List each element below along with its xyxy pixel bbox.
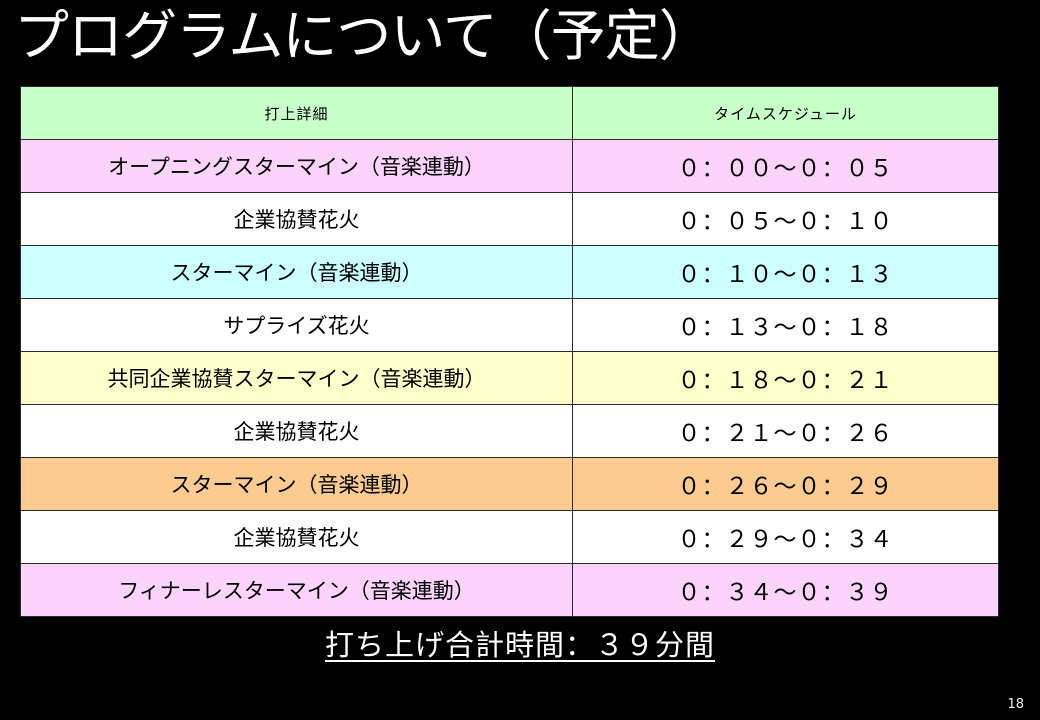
table-header: 打上詳細 タイムスケジュール <box>20 86 999 140</box>
cell-time: ０：２６～０：２９ <box>572 457 999 511</box>
table-row: スターマイン（音楽連動） ０：２６～０：２９ <box>20 457 999 511</box>
cell-detail: 企業協賛花火 <box>20 510 573 564</box>
table-row: 企業協賛花火 ０：２１～０：２６ <box>20 404 999 458</box>
column-header-detail: 打上詳細 <box>20 86 573 140</box>
cell-detail: 企業協賛花火 <box>20 404 573 458</box>
cell-detail: オープニングスターマイン（音楽連動） <box>20 139 573 193</box>
table-row: 企業協賛花火 ０：０５～０：１０ <box>20 192 999 246</box>
table-row: サプライズ花火 ０：１３～０：１８ <box>20 298 999 352</box>
table-row: フィナーレスターマイン（音楽連動） ０：３４～０：３９ <box>20 563 999 617</box>
cell-time: ０：１８～０：２１ <box>572 351 999 405</box>
cell-time: ０：１３～０：１８ <box>572 298 999 352</box>
column-header-time: タイムスケジュール <box>572 86 999 140</box>
total-time-label: 打ち上げ合計時間：３９分間 <box>324 628 715 662</box>
cell-detail: スターマイン（音楽連動） <box>20 457 573 511</box>
table-body: オープニングスターマイン（音楽連動） ０：００～０：０５ 企業協賛花火 ０：０５～０：… <box>20 139 999 617</box>
table-row: 共同企業協賛スターマイン（音楽連動） ０：１８～０：２１ <box>20 351 999 405</box>
table-row: 企業協賛花火 ０：２９～０：３４ <box>20 510 999 564</box>
cell-detail: フィナーレスターマイン（音楽連動） <box>20 563 573 617</box>
cell-time: ０：０５～０：１０ <box>572 192 999 246</box>
cell-time: ０：１０～０：１３ <box>572 245 999 299</box>
page-number: 18 <box>1007 697 1024 712</box>
page-title: プログラムについて（予定） <box>14 6 714 67</box>
table-header-row: 打上詳細 タイムスケジュール <box>20 86 999 140</box>
cell-detail: サプライズ花火 <box>20 298 573 352</box>
total-time-summary: 打ち上げ合計時間：３９分間 <box>0 622 1040 664</box>
cell-detail: 共同企業協賛スターマイン（音楽連動） <box>20 351 573 405</box>
cell-detail: 企業協賛花火 <box>20 192 573 246</box>
cell-time: ０：００～０：０５ <box>572 139 999 193</box>
cell-time: ０：３４～０：３９ <box>572 563 999 617</box>
table-row: スターマイン（音楽連動） ０：１０～０：１３ <box>20 245 999 299</box>
table-row: オープニングスターマイン（音楽連動） ０：００～０：０５ <box>20 139 999 193</box>
cell-detail: スターマイン（音楽連動） <box>20 245 573 299</box>
program-schedule-table: 打上詳細 タイムスケジュール オープニングスターマイン（音楽連動） ０：００～０：… <box>20 86 999 617</box>
cell-time: ０：２９～０：３４ <box>572 510 999 564</box>
cell-time: ０：２１～０：２６ <box>572 404 999 458</box>
